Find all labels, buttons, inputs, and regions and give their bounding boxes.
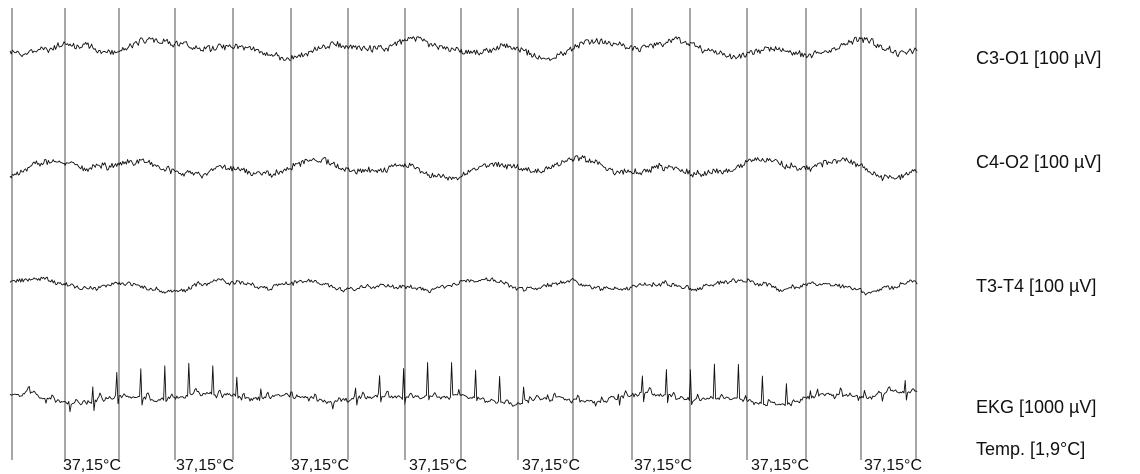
channel-labels: C3-O1 [100 µV] C4-O2 [100 µV] T3-T4 [100…: [976, 48, 1101, 459]
channel-label-temperature: Temp. [1,9°C]: [976, 439, 1085, 459]
trace-0: [9, 36, 918, 61]
trace-1: [9, 155, 918, 182]
trace-group: [9, 36, 918, 413]
temp-tick-5: 37,15°C: [634, 457, 692, 474]
time-gridlines: [11, 8, 917, 460]
temp-tick-1: 37,15°C: [176, 457, 234, 474]
temp-tick-6: 37,15°C: [751, 457, 809, 474]
channel-label-c3-o1: C3-O1 [100 µV]: [976, 48, 1101, 68]
temperature-tick-labels: 37,15°C 37,15°C 37,15°C 37,15°C 37,15°C 37,15…: [63, 457, 922, 474]
channel-label-t3-t4: T3-T4 [100 µV]: [976, 276, 1096, 296]
channel-label-ekg: EKG [1000 µV]: [976, 397, 1096, 417]
trace-3: [9, 362, 918, 413]
temp-tick-2: 37,15°C: [291, 457, 349, 474]
temp-tick-4: 37,15°C: [522, 457, 580, 474]
channel-label-c4-o2: C4-O2 [100 µV]: [976, 152, 1101, 172]
temp-tick-7: 37,15°C: [864, 457, 922, 474]
temp-tick-3: 37,15°C: [409, 457, 467, 474]
temp-tick-0: 37,15°C: [63, 457, 121, 474]
trace-2: [9, 276, 918, 296]
